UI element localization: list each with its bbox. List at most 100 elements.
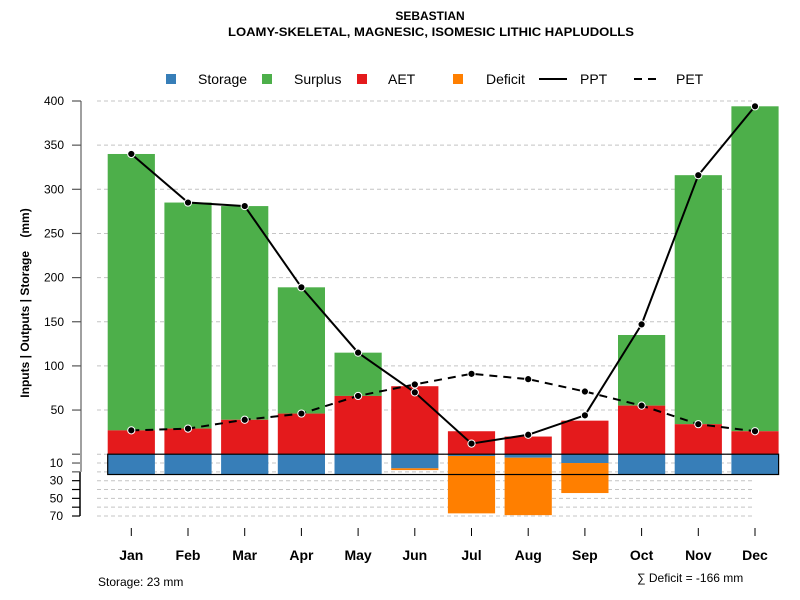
bar-aet: [164, 428, 212, 455]
bar-storage: [731, 454, 779, 475]
y-tick-label: 250: [44, 226, 64, 240]
x-tick-label: Sep: [572, 547, 598, 563]
legend-swatch: [453, 74, 463, 84]
y-tick-label: 50: [51, 403, 65, 417]
bar-aet: [561, 420, 609, 455]
point-pet: [297, 409, 306, 418]
point-pet: [637, 401, 646, 410]
point-pet: [240, 415, 249, 424]
x-tick-label: Jun: [402, 547, 427, 563]
legend-item-deficit: Deficit: [453, 71, 525, 87]
point-pet: [410, 380, 419, 389]
bar-aet: [618, 405, 666, 455]
bar-aet: [731, 431, 779, 455]
y-tick-label: 350: [44, 138, 64, 152]
legend-swatch: [262, 74, 272, 84]
bar-aet: [334, 395, 382, 455]
bar-aet: [674, 424, 722, 455]
x-tick-label: Aug: [515, 547, 542, 563]
x-tick-label: Mar: [232, 547, 257, 563]
point-pet: [694, 420, 703, 429]
bar-storage: [334, 454, 382, 475]
bar-aet: [107, 430, 155, 455]
bar-surplus: [674, 175, 722, 425]
y-tick-label: 200: [44, 271, 64, 285]
bar-storage: [618, 454, 666, 475]
point-ppt: [410, 388, 419, 397]
legend-label: Deficit: [486, 71, 525, 87]
y-tick-label: 30: [50, 474, 64, 488]
bar-surplus: [107, 153, 155, 431]
legend-label: AET: [388, 71, 416, 87]
bar-storage: [107, 454, 155, 475]
bar-storage: [447, 454, 496, 456]
bar-deficit: [561, 463, 609, 494]
point-ppt: [354, 348, 363, 357]
bar-storage: [164, 454, 212, 475]
x-tick-label: Jul: [461, 547, 481, 563]
series-points: [127, 102, 760, 448]
y-tick-label: 300: [44, 182, 64, 196]
bar-aet: [504, 436, 552, 455]
x-tick-label: Dec: [742, 547, 768, 563]
bar-storage: [221, 454, 269, 475]
point-ppt: [750, 102, 760, 111]
bar-aet: [221, 419, 269, 455]
legend-item-pet: PET: [634, 71, 704, 87]
bar-storage: [391, 454, 439, 469]
point-pet: [127, 426, 136, 435]
bar-aet: [391, 386, 439, 455]
x-tick-label: May: [344, 547, 371, 563]
storage-annotation: Storage: 23 mm: [98, 575, 183, 589]
point-ppt: [524, 430, 533, 439]
bar-deficit: [504, 457, 552, 516]
bar-deficit: [447, 455, 496, 514]
bars: [107, 106, 779, 516]
legend-swatch: [357, 74, 367, 84]
bar-surplus: [731, 106, 779, 432]
bar-surplus: [334, 352, 382, 396]
point-ppt: [694, 171, 703, 180]
bar-storage: [277, 454, 325, 475]
point-pet: [354, 391, 363, 401]
x-tick-label: Oct: [630, 547, 654, 563]
y-tick-label: 150: [44, 315, 64, 329]
storage-capacity-box: [107, 453, 780, 476]
x-tick-label: Feb: [176, 547, 201, 563]
bar-storage: [561, 454, 609, 464]
y-tick-label: 70: [50, 509, 64, 523]
line-pet: [131, 372, 756, 433]
bar-surplus: [277, 287, 325, 414]
legend: Storage Surplus AET Deficit PPT PET: [166, 71, 704, 87]
y-tick-label: 50: [50, 491, 64, 505]
y-tick-label: 10: [50, 456, 64, 470]
point-pet: [183, 424, 193, 433]
x-tick-label: Jan: [119, 547, 143, 563]
line-ppt: [130, 105, 756, 445]
point-ppt: [183, 198, 193, 207]
point-ppt: [297, 283, 306, 292]
bar-surplus: [221, 206, 269, 420]
legend-item-storage: Storage: [166, 71, 247, 87]
x-tick-label: Nov: [685, 547, 712, 563]
x-tick-label: Apr: [289, 547, 314, 563]
x-axis: Jan Feb Mar Apr May Jun Jul Aug Sep Oct Nov Dec: [119, 528, 768, 563]
storage-capacity-outline: [107, 453, 780, 476]
legend-swatch: [166, 74, 176, 84]
bar-surplus: [164, 202, 212, 429]
point-pet: [580, 387, 590, 396]
deficit-annotation: ∑ Deficit = -166 mm: [637, 571, 743, 585]
y-axis-label: Inputs | Outputs | Storage (mm): [18, 208, 32, 397]
point-ppt: [580, 411, 590, 420]
series-lines: [130, 105, 756, 445]
point-ppt: [467, 439, 476, 448]
point-pet: [750, 427, 760, 436]
bar-surplus: [618, 334, 666, 406]
legend-item-surplus: Surplus: [262, 71, 341, 87]
y-axis: 50 100 150 200 250 300 350 400 10 30 50 70: [44, 94, 82, 523]
point-pet: [467, 369, 476, 378]
legend-label: PPT: [580, 71, 608, 87]
legend-label: Storage: [198, 71, 247, 87]
y-tick-label: 100: [44, 359, 64, 373]
